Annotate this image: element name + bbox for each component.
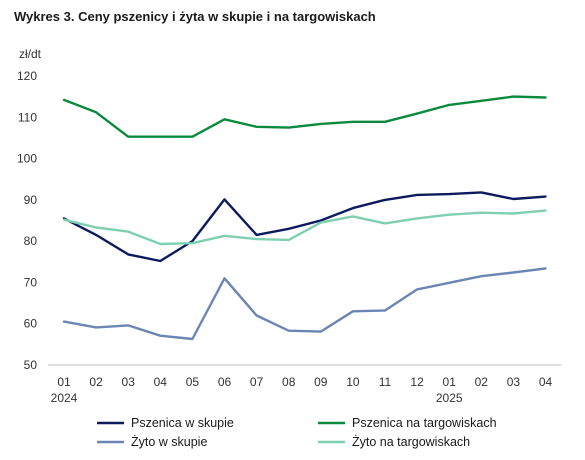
- x-tick-label: 06: [218, 375, 232, 389]
- x-tick-label: 02: [475, 375, 489, 389]
- series-line-4: [62, 209, 547, 246]
- y-tick-label: 90: [24, 193, 38, 207]
- x-tick-label: 05: [186, 375, 200, 389]
- legend-label: Żyto w skupie: [131, 435, 207, 449]
- y-tick-label: 50: [24, 358, 38, 372]
- series-line-3: [62, 267, 547, 341]
- y-axis-unit: zł/dt: [19, 47, 42, 61]
- x-year-label: 2024: [51, 391, 78, 405]
- legend-label: Pszenica w skupie: [131, 416, 234, 430]
- x-tick-label: 09: [314, 375, 328, 389]
- series-line-1: [62, 191, 547, 263]
- x-tick-label: 01: [443, 375, 457, 389]
- x-tick-label: 07: [250, 375, 264, 389]
- chart-title: Wykres 3. Ceny pszenicy i żyta w skupie …: [14, 9, 376, 24]
- x-tick-label: 02: [89, 375, 103, 389]
- x-year-label: 2025: [436, 391, 463, 405]
- series-line-2: [62, 95, 547, 138]
- y-tick-label: 70: [24, 275, 38, 289]
- series-lines: [62, 95, 547, 341]
- legend: Pszenica w skupie Pszenica na targowiskac…: [97, 416, 497, 449]
- x-tick-label: 01: [57, 375, 71, 389]
- y-tick-label: 80: [24, 234, 38, 248]
- x-tick-label: 08: [282, 375, 296, 389]
- y-axis-ticks: 50 60 70 80 90 100 110 120: [17, 69, 37, 372]
- legend-label: Żyto na targowiskach: [352, 435, 470, 449]
- y-tick-label: 60: [24, 317, 38, 331]
- y-tick-label: 110: [18, 110, 37, 124]
- x-tick-label: 11: [379, 375, 392, 389]
- x-axis-ticks: 01 02 03 04 05 06 07 08 09 10 11 12 01 02 03 04 2024 2025: [51, 375, 553, 405]
- legend-label: Pszenica na targowiskach: [352, 416, 497, 430]
- y-tick-label: 120: [17, 69, 37, 83]
- x-tick-label: 04: [539, 375, 553, 389]
- x-tick-label: 03: [122, 375, 136, 389]
- y-tick-label: 100: [17, 152, 37, 166]
- x-tick-label: 03: [507, 375, 521, 389]
- x-tick-label: 04: [154, 375, 168, 389]
- x-tick-label: 10: [346, 375, 360, 389]
- x-tick-label: 12: [410, 375, 424, 389]
